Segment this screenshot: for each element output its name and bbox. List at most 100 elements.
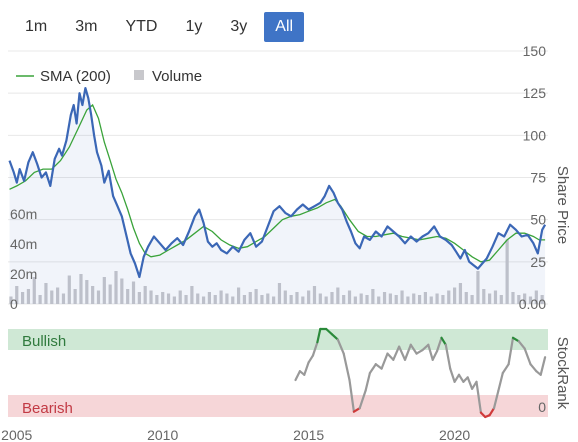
volume-bar (201, 296, 206, 304)
volume-bar (470, 295, 474, 304)
volume-bar (272, 296, 276, 304)
range-selector: 1m 3m YTD 1y 3y All (14, 12, 305, 42)
volume-bar (50, 290, 54, 304)
volume-tick-label: 20m (10, 266, 37, 282)
price-axis: 0.00 25 50 75 100 125 150 (519, 43, 546, 312)
volume-bar (482, 289, 486, 304)
volume-bar (137, 292, 141, 304)
volume-bar (190, 286, 194, 304)
volume-bar (266, 293, 270, 304)
stockrank-segment (342, 352, 351, 382)
range-button-all[interactable]: All (264, 12, 305, 42)
stockrank-axis-title: StockRank (554, 337, 571, 410)
range-button-3m[interactable]: 3m (64, 12, 108, 42)
stockrank-segment (330, 333, 339, 341)
stockrank-segment (415, 349, 424, 355)
volume-bar (371, 289, 375, 304)
volume-bar (219, 290, 223, 304)
price-tick-label: 0.00 (519, 296, 546, 312)
stockrank-segment (436, 336, 443, 353)
stockrank-segment (325, 327, 334, 336)
bearish-zone (8, 395, 548, 417)
range-button-1y[interactable]: 1y (174, 12, 213, 42)
volume-bar (56, 287, 60, 304)
stockrank-segment (427, 343, 434, 361)
price-tick-label: 150 (523, 43, 547, 59)
price-tick-label: 50 (530, 212, 546, 228)
volume-bar (126, 289, 130, 304)
range-button-3y[interactable]: 3y (219, 12, 258, 42)
price-area-fill (9, 88, 546, 304)
volume-bar (452, 287, 457, 304)
time-tick-label: 2015 (293, 427, 324, 442)
legend-volume-label: Volume (152, 68, 202, 85)
volume-bar (295, 292, 299, 304)
volume-bar (149, 290, 153, 304)
volume-bar (248, 292, 252, 304)
stockrank-segment (507, 336, 515, 366)
volume-bar (38, 295, 42, 304)
stockrank-segment (380, 352, 389, 370)
stockrank-segment (457, 373, 465, 383)
volume-bar (120, 278, 124, 304)
volume-bar (458, 283, 463, 304)
volume-bar (44, 283, 48, 304)
volume-bar (429, 296, 433, 304)
time-axis: 2005 2010 2015 2020 (1, 427, 470, 442)
volume-bar (67, 275, 71, 304)
volume-bar (382, 292, 387, 304)
stockrank-segment (497, 371, 504, 392)
stockrank-segment (431, 349, 439, 361)
volume-bar (108, 284, 112, 304)
volume-bar (307, 290, 311, 304)
volume-tick-label: 40m (10, 236, 37, 252)
volume-bar (26, 289, 31, 304)
volume-bar (254, 289, 258, 304)
volume-bar (447, 290, 451, 304)
volume-bar (511, 292, 515, 304)
volume-bar (61, 293, 66, 304)
stockrank-segment (440, 336, 447, 346)
stockrank-segment (311, 341, 319, 357)
volume-bars (9, 239, 544, 304)
stockrank-segment (398, 345, 407, 361)
stockrank-segment (386, 352, 395, 361)
volume-bar (225, 293, 229, 304)
volume-bar (488, 293, 492, 304)
legend: SMA (200) Volume (16, 68, 202, 85)
volume-bar (85, 280, 89, 304)
volume-bar (32, 277, 36, 304)
volume-bar (96, 290, 101, 304)
volume-tick-label: 60m (10, 206, 37, 222)
volume-bar (231, 296, 235, 304)
volume-bar (330, 292, 334, 304)
time-tick-label: 2020 (439, 427, 470, 442)
stockrank-segment (523, 347, 532, 366)
stockrank-segment (449, 367, 456, 383)
volume-bar (423, 292, 428, 304)
stockrank-tick-0: 0 (538, 399, 546, 415)
price-tick-label: 25 (530, 254, 546, 270)
volume-bar (347, 290, 352, 304)
stockrank-segment (316, 327, 322, 344)
volume-bar (20, 292, 25, 304)
stockrank-segment (501, 363, 510, 375)
stockrank-segment (364, 371, 371, 392)
volume-bar (260, 295, 264, 304)
volume-bar (161, 292, 165, 304)
volume-bar (277, 283, 282, 304)
stockrank-segment (374, 363, 383, 370)
volume-bar (79, 274, 83, 304)
volume-bar (540, 295, 544, 304)
volume-bar (184, 295, 188, 304)
volume-bar (336, 287, 340, 304)
stockrank-segment (336, 338, 345, 355)
volume-bar (412, 293, 416, 304)
range-button-ytd[interactable]: YTD (114, 12, 168, 42)
range-button-1m[interactable]: 1m (14, 12, 58, 42)
stockrank-segment (453, 373, 461, 383)
stockrank-segment (466, 376, 474, 390)
stockrank-segment (475, 380, 482, 414)
volume-tick-label: 0 (10, 296, 18, 312)
